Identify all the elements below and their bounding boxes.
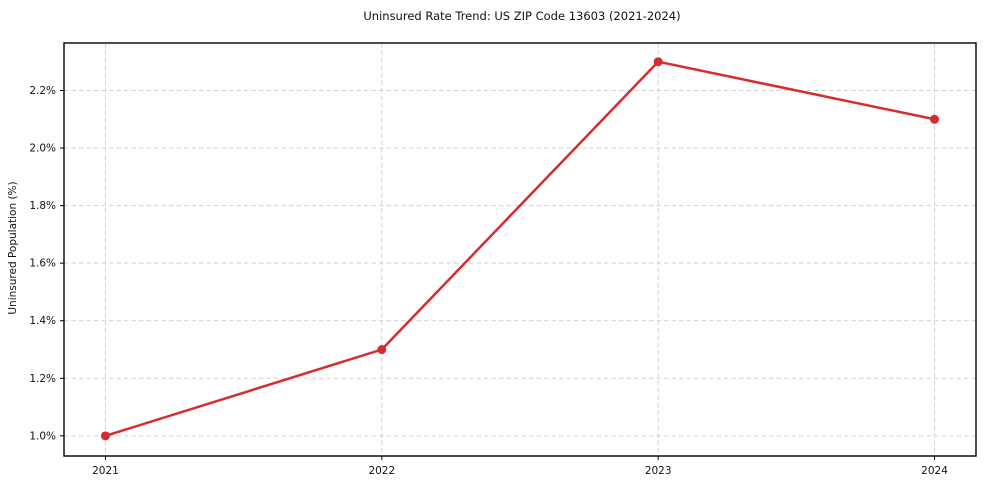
y-tick-label: 1.8%	[29, 200, 56, 212]
x-tick-label: 2024	[921, 465, 948, 477]
x-tick-label: 2021	[92, 465, 119, 477]
y-tick-label: 1.4%	[29, 315, 56, 327]
data-point	[653, 57, 663, 67]
x-tick-label: 2023	[645, 465, 672, 477]
y-tick-label: 2.0%	[29, 143, 56, 155]
y-tick-label: 2.2%	[29, 85, 56, 97]
trend-line	[104, 60, 936, 438]
y-axis-title: Uninsured Population (%)	[7, 181, 19, 314]
tick-marks	[60, 89, 936, 460]
x-tick-label: 2022	[368, 465, 395, 477]
data-point	[377, 345, 387, 355]
plot-area	[64, 43, 976, 456]
chart-title: Uninsured Rate Trend: US ZIP Code 13603 …	[363, 9, 680, 23]
y-tick-label: 1.6%	[29, 258, 56, 270]
tick-labels: 2021 2022 2023 2024 1.0% 1.2% 1.4% 1.6% 1.8% 2.0%…	[29, 85, 948, 477]
data-point	[100, 431, 110, 441]
data-point	[930, 114, 940, 124]
data-series	[100, 57, 940, 441]
gridlines	[64, 43, 976, 456]
y-tick-label: 1.2%	[29, 373, 56, 385]
axes-spines	[63, 42, 977, 457]
y-tick-label: 1.0%	[29, 430, 56, 442]
